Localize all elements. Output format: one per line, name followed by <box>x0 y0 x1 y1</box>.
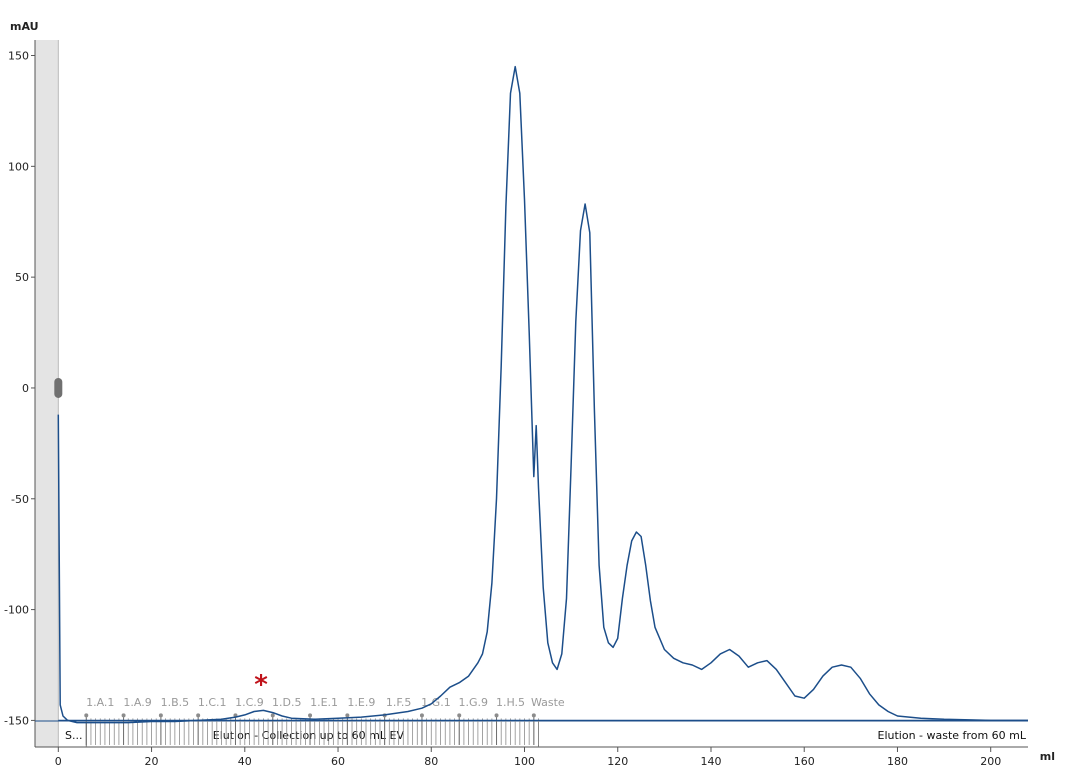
annotations: * <box>254 670 268 700</box>
y-tick-label: 0 <box>22 382 29 395</box>
x-tick-label: 200 <box>980 755 1001 768</box>
fraction-label: 1.E.9 <box>347 696 375 709</box>
fraction-label: 1.C.9 <box>235 696 264 709</box>
x-tick-label: 20 <box>145 755 159 768</box>
axes: 150 100 50 0 -50 -100 -150 0 20 40 60 80 100 120 140 16… <box>4 20 1055 768</box>
fraction-dot <box>196 713 201 718</box>
x-tick-label: 80 <box>424 755 438 768</box>
y-tick-label: -100 <box>4 604 29 617</box>
fraction-dot <box>270 713 275 718</box>
x-tick-label: 40 <box>238 755 252 768</box>
method-block-label: S... <box>65 729 82 742</box>
fraction-label: Waste <box>531 696 565 709</box>
fraction-dot <box>308 713 313 718</box>
y-tick-label: 150 <box>8 50 29 63</box>
fraction-dot <box>457 713 462 718</box>
peak-asterisk: * <box>254 670 268 700</box>
pre-injection-band <box>35 40 59 747</box>
method-block-label: Elution - waste from 60 mL <box>878 729 1027 742</box>
y-tick-label: -50 <box>11 493 29 506</box>
fraction-label: 1.G.9 <box>458 696 488 709</box>
y-axis-unit: mAU <box>10 20 39 33</box>
y-tick-label: -150 <box>4 714 29 727</box>
fraction-label: 1.E.1 <box>310 696 338 709</box>
y-tick-label: 100 <box>8 160 29 173</box>
fraction-dot <box>345 713 350 718</box>
injection-marker <box>54 377 63 398</box>
fraction-dot <box>494 713 499 718</box>
fraction-label: 1.B.5 <box>161 696 190 709</box>
fraction-dot <box>84 713 89 718</box>
y-tick-label: 50 <box>15 271 29 284</box>
fraction-dot <box>158 713 163 718</box>
x-tick-label: 0 <box>55 755 62 768</box>
x-axis-unit: ml <box>1040 750 1055 763</box>
uv-absorbance-trace <box>57 65 1028 724</box>
fraction-label: 1.D.5 <box>272 696 301 709</box>
fraction-dot <box>531 713 536 718</box>
x-tick-label: 120 <box>607 755 628 768</box>
x-tick-label: 100 <box>514 755 535 768</box>
fraction-dot <box>419 713 424 718</box>
fraction-label: 1.H.5 <box>496 696 525 709</box>
fraction-marks: 1.A.1 1.A.9 1.B.5 1.C.1 1.C.9 1.D.5 1.E.1 1.E.9… <box>84 696 565 745</box>
x-tick-label: 140 <box>700 755 721 768</box>
x-tick-label: 160 <box>794 755 815 768</box>
x-tick-label: 180 <box>887 755 908 768</box>
fraction-dot <box>121 713 126 718</box>
fraction-label: 1.A.1 <box>86 696 114 709</box>
x-tick-label: 60 <box>331 755 345 768</box>
uv-trace-layer <box>54 65 1028 724</box>
fraction-label: 1.F.5 <box>386 696 412 709</box>
fraction-label: 1.C.1 <box>198 696 227 709</box>
fraction-label: 1.A.9 <box>123 696 151 709</box>
